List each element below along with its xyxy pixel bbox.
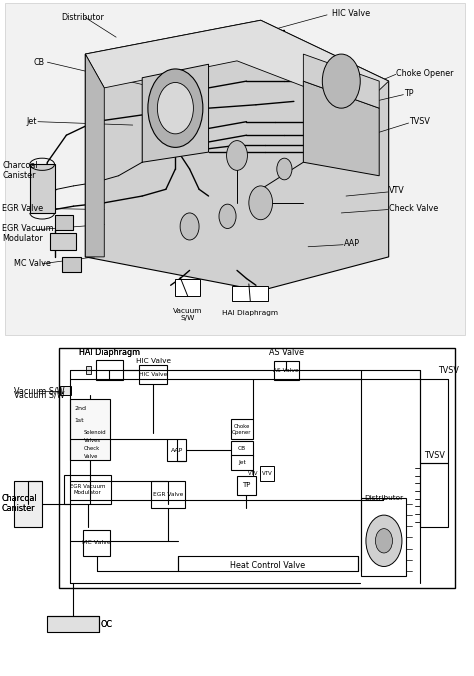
Text: EGR Valve: EGR Valve [2,203,44,213]
Bar [231,441,253,456]
Bar [96,360,123,380]
Text: Check Valve: Check Valve [389,203,438,213]
Bar [420,463,448,527]
Bar [260,466,274,481]
Text: AS Valve: AS Valve [269,348,304,357]
Text: Jet: Jet [238,460,246,465]
Polygon shape [303,81,379,176]
Text: HIC Valve: HIC Valve [332,9,370,18]
Text: Solenoid: Solenoid [84,430,107,435]
Bar [14,481,42,527]
Bar [274,361,299,380]
Bar [175,279,200,296]
Text: EGR Vacuum
Modulator: EGR Vacuum Modulator [70,484,105,495]
Text: 1st: 1st [74,418,84,423]
Text: HAI Diaphragm: HAI Diaphragm [79,348,140,357]
Bar [55,215,73,230]
Polygon shape [85,20,389,291]
Text: Vacuum
S/W: Vacuum S/W [173,308,202,320]
Text: Valves: Valves [84,438,101,443]
Text: TP: TP [404,89,413,98]
Circle shape [227,141,247,170]
Text: OC: OC [100,620,112,629]
Text: EGR Vacuum
Modulator: EGR Vacuum Modulator [2,224,54,243]
Text: HIC Valve: HIC Valve [136,358,171,364]
Text: Distributor: Distributor [62,13,104,22]
Text: EGR Valve: EGR Valve [153,492,183,498]
Bar [64,475,111,504]
Bar [231,455,253,470]
Circle shape [375,529,392,553]
Text: OC: OC [100,620,112,629]
Text: Check: Check [84,446,100,452]
Text: Heat Control Valve: Heat Control Valve [230,560,305,570]
Text: VTV: VTV [262,471,272,477]
Text: 2nd: 2nd [74,406,86,412]
Bar [167,439,186,461]
Text: MC Valve: MC Valve [14,259,51,268]
Bar [5,3,465,335]
Bar [361,498,406,576]
Text: VTV: VTV [248,470,258,476]
Bar [60,386,71,395]
Bar [139,365,167,384]
Text: TVSV: TVSV [424,451,445,460]
Text: Valve: Valve [84,454,98,459]
Bar [237,476,256,495]
Circle shape [366,515,402,566]
Polygon shape [303,54,379,108]
Circle shape [148,69,203,147]
Bar [178,556,358,571]
Bar [50,233,76,250]
Bar [231,419,253,439]
Circle shape [249,186,273,220]
Bar [59,348,455,588]
Text: HAI Diaphragm: HAI Diaphragm [222,310,278,316]
Text: HAI Diaphragm: HAI Diaphragm [79,348,140,357]
Text: AS Valve: AS Valve [273,368,299,373]
Text: Charcoal
Canister: Charcoal Canister [1,494,37,513]
Bar [62,257,81,272]
Text: CB: CB [238,446,246,452]
Bar [232,286,268,301]
Polygon shape [85,20,389,108]
Text: AAP: AAP [171,448,183,453]
Text: Vacuum S/W: Vacuum S/W [14,386,65,395]
Text: MC Valve: MC Valve [82,540,111,546]
Text: VTV: VTV [389,186,404,195]
Text: TP: TP [242,483,251,488]
Text: Vacuum S/W: Vacuum S/W [14,391,65,400]
Text: HIC Valve: HIC Valve [139,372,167,377]
Text: TVSV: TVSV [409,117,429,126]
Bar [70,399,110,460]
Text: Charcoal
Canister: Charcoal Canister [1,494,37,513]
Circle shape [322,54,360,108]
Bar [83,530,110,556]
Bar [151,481,185,508]
Circle shape [180,213,199,240]
Polygon shape [85,54,104,257]
Text: Choke Opener: Choke Opener [396,68,453,78]
Text: Jet: Jet [26,117,36,126]
Text: AAP: AAP [344,239,360,248]
Text: Distributor: Distributor [365,495,403,501]
Circle shape [219,204,236,228]
Polygon shape [142,64,209,162]
Bar [86,366,91,374]
Text: Charcoal
Canister: Charcoal Canister [2,161,38,180]
Bar [0,335,474,676]
Bar [30,164,55,213]
Text: CB: CB [33,57,44,67]
Text: TVSV: TVSV [438,366,459,375]
Circle shape [277,158,292,180]
Bar [47,616,99,632]
Circle shape [157,82,193,134]
Text: Choke
Opener: Choke Opener [232,424,252,435]
